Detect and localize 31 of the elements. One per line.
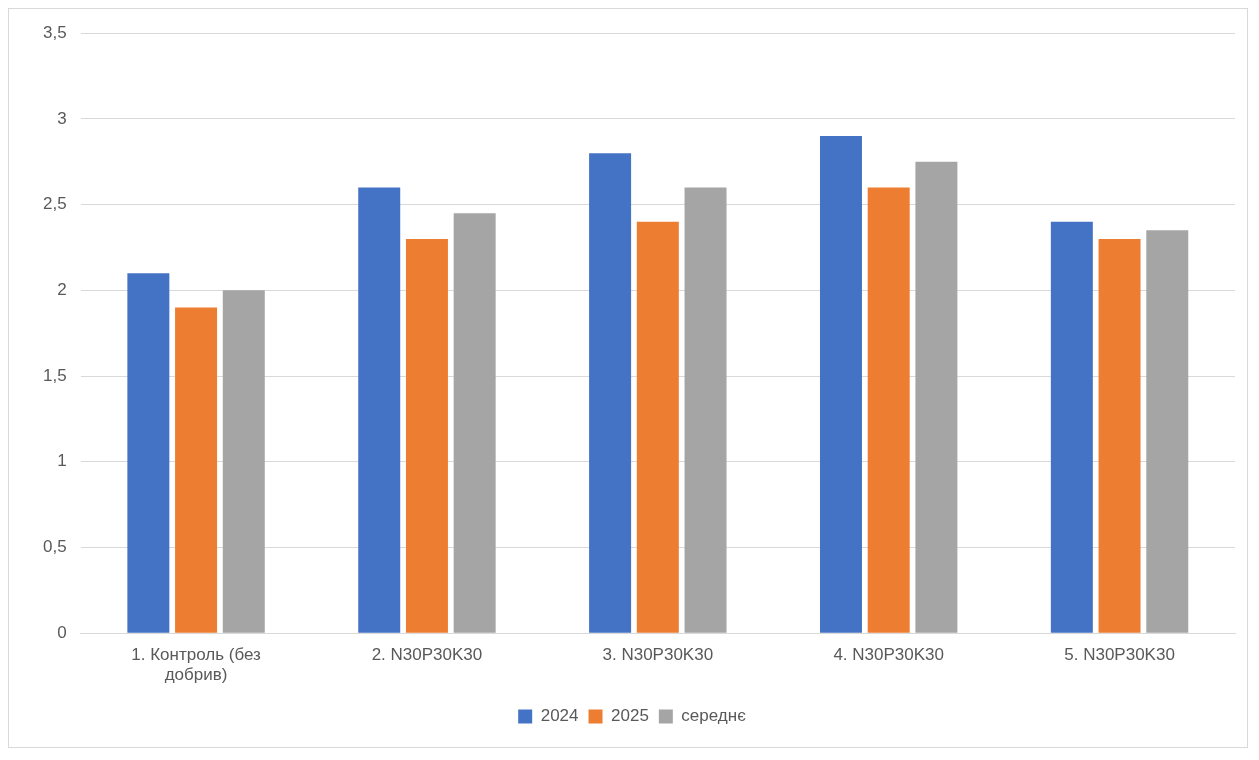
bar bbox=[453, 213, 496, 633]
legend-label: середнє bbox=[681, 706, 747, 726]
x-tick-label: 4. N30P30K30 bbox=[833, 645, 944, 665]
bar bbox=[915, 161, 958, 633]
legend-label: 2024 bbox=[540, 706, 579, 726]
x-tick-label: 2. N30P30K30 bbox=[371, 645, 483, 665]
bar bbox=[358, 187, 401, 633]
y-tick-label: 1,5 bbox=[42, 365, 67, 385]
x-tick-label: 3. N30P30K30 bbox=[602, 645, 714, 665]
y-tick-label: 1 bbox=[57, 451, 67, 471]
bar bbox=[636, 221, 679, 633]
y-tick-label: 0,5 bbox=[42, 537, 67, 557]
y-tick-label: 3,5 bbox=[42, 22, 67, 42]
bar bbox=[405, 238, 448, 633]
bar bbox=[1050, 221, 1093, 633]
y-tick-label: 3 bbox=[57, 108, 67, 128]
bar bbox=[589, 153, 632, 633]
bar bbox=[819, 136, 862, 633]
x-tick-label: 5. N30P30K30 bbox=[1064, 645, 1175, 665]
bar bbox=[127, 273, 170, 633]
legend-label: 2025 bbox=[611, 706, 649, 726]
bar bbox=[175, 307, 218, 633]
x-tick-label: 1. Контроль (без добрив) bbox=[131, 645, 262, 685]
bar bbox=[867, 187, 910, 633]
bar bbox=[684, 187, 727, 633]
bar bbox=[222, 290, 265, 633]
bar bbox=[1098, 238, 1141, 633]
y-tick-label: 2 bbox=[57, 280, 67, 300]
y-tick-label: 2,5 bbox=[42, 194, 67, 214]
bar bbox=[1146, 230, 1189, 633]
y-tick-label: 0 bbox=[57, 622, 67, 642]
